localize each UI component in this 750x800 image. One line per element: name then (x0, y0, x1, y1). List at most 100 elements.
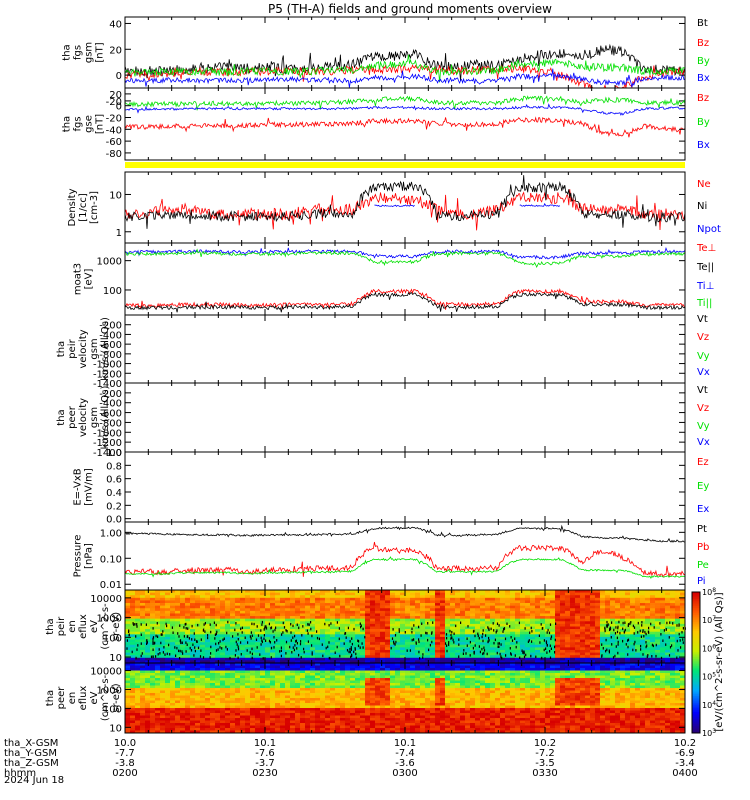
heatmap-dropout (191, 624, 193, 628)
heatmap-cell (275, 616, 281, 619)
heatmap-dropout (280, 649, 282, 652)
heatmap-cell (505, 629, 511, 633)
heatmap-cell (320, 608, 326, 612)
heatmap-cell (195, 730, 201, 734)
heatmap-cell (265, 618, 271, 622)
heatmap-cell (505, 613, 511, 617)
heatmap-dropout (256, 625, 258, 628)
heatmap-dropout (665, 628, 667, 631)
heatmap-cell (130, 629, 136, 633)
heatmap-cell (310, 626, 316, 630)
heatmap-cell (340, 600, 346, 604)
heatmap-cell (390, 655, 396, 659)
heatmap-cell (505, 603, 511, 606)
heatmap-cell (155, 590, 161, 593)
heatmap-cell (600, 634, 606, 638)
heatmap-cell (220, 668, 226, 671)
heatmap-cell (585, 603, 591, 606)
heatmap-cell (205, 623, 211, 627)
heatmap-cell (580, 631, 586, 635)
heatmap-dropout (535, 655, 537, 659)
heatmap-cell (650, 592, 656, 596)
heatmap-cell (250, 616, 256, 619)
heatmap-cell (220, 649, 226, 653)
heatmap-cell (580, 595, 586, 599)
heatmap-cell (380, 660, 386, 664)
heatmap-cell (630, 621, 636, 625)
heatmap-cell (130, 616, 136, 619)
heatmap-cell (150, 723, 156, 726)
heatmap-cell (680, 626, 686, 630)
heatmap-cell (500, 626, 506, 630)
heatmap-cell (440, 652, 446, 656)
heatmap-cell (385, 642, 391, 646)
heatmap-cell (240, 597, 246, 601)
heatmap-cell (670, 652, 676, 656)
heatmap-cell (210, 705, 216, 709)
heatmap-cell (605, 652, 611, 656)
heatmap-cell (405, 657, 411, 661)
heatmap-cell (440, 634, 446, 638)
heatmap-cell (530, 652, 536, 656)
heatmap-cell (320, 623, 326, 627)
heatmap-cell (130, 685, 136, 689)
series-line-Pt (124, 524, 686, 543)
heatmap-cell (550, 590, 556, 593)
heatmap-cell (635, 660, 641, 664)
heatmap-cell (240, 592, 246, 596)
heatmap-cell (390, 608, 396, 612)
heatmap-dropout (265, 627, 268, 630)
heatmap-dropout (140, 654, 142, 658)
heatmap-cell (535, 592, 541, 596)
heatmap-cell (465, 595, 471, 599)
heatmap-cell (395, 600, 401, 604)
heatmap-cell (155, 657, 161, 661)
heatmap-dropout (270, 656, 272, 659)
heatmap-dropout (496, 622, 499, 625)
heatmap-cell (190, 718, 196, 721)
heatmap-dropout (350, 646, 352, 649)
heatmap-cell (375, 616, 381, 619)
heatmap-cell (295, 626, 301, 630)
heatmap-cell (555, 639, 561, 643)
heatmap-dropout (427, 622, 429, 625)
heatmap-cell (580, 597, 586, 601)
heatmap-cell (235, 660, 241, 664)
heatmap-cell (385, 623, 391, 627)
heatmap-dropout (264, 626, 266, 630)
heatmap-cell (170, 657, 176, 661)
heatmap-cell (160, 705, 166, 709)
heatmap-dropout (509, 625, 511, 628)
heatmap-cell (200, 644, 206, 648)
heatmap-cell (670, 639, 676, 643)
heatmap-cell (385, 621, 391, 625)
heatmap-dropout (452, 638, 454, 642)
heatmap-dropout (651, 655, 653, 658)
heatmap-cell (325, 610, 331, 614)
heatmap-cell (455, 634, 461, 638)
heatmap-cell (325, 618, 331, 622)
heatmap-cell (220, 685, 226, 689)
heatmap-cell (545, 595, 551, 599)
heatmap-cell (125, 610, 131, 614)
heatmap-cell (560, 639, 566, 643)
heatmap-cell (375, 636, 381, 640)
heatmap-cell (680, 657, 686, 661)
heatmap-dropout (152, 640, 154, 643)
heatmap-dropout (550, 647, 552, 650)
heatmap-cell (135, 618, 141, 622)
heatmap-dropout (393, 642, 395, 645)
heatmap-cell (510, 618, 516, 622)
heatmap-cell (520, 618, 526, 622)
heatmap-cell (155, 698, 161, 701)
heatmap-cell (325, 652, 331, 656)
heatmap-cell (620, 605, 626, 609)
heatmap-cell (240, 616, 246, 619)
heatmap-cell (380, 610, 386, 614)
heatmap-cell (655, 590, 661, 593)
heatmap-cell (205, 663, 211, 666)
heatmap-cell (615, 644, 621, 648)
heatmap-cell (565, 626, 571, 630)
heatmap-cell (675, 610, 681, 614)
heatmap-cell (395, 634, 401, 638)
